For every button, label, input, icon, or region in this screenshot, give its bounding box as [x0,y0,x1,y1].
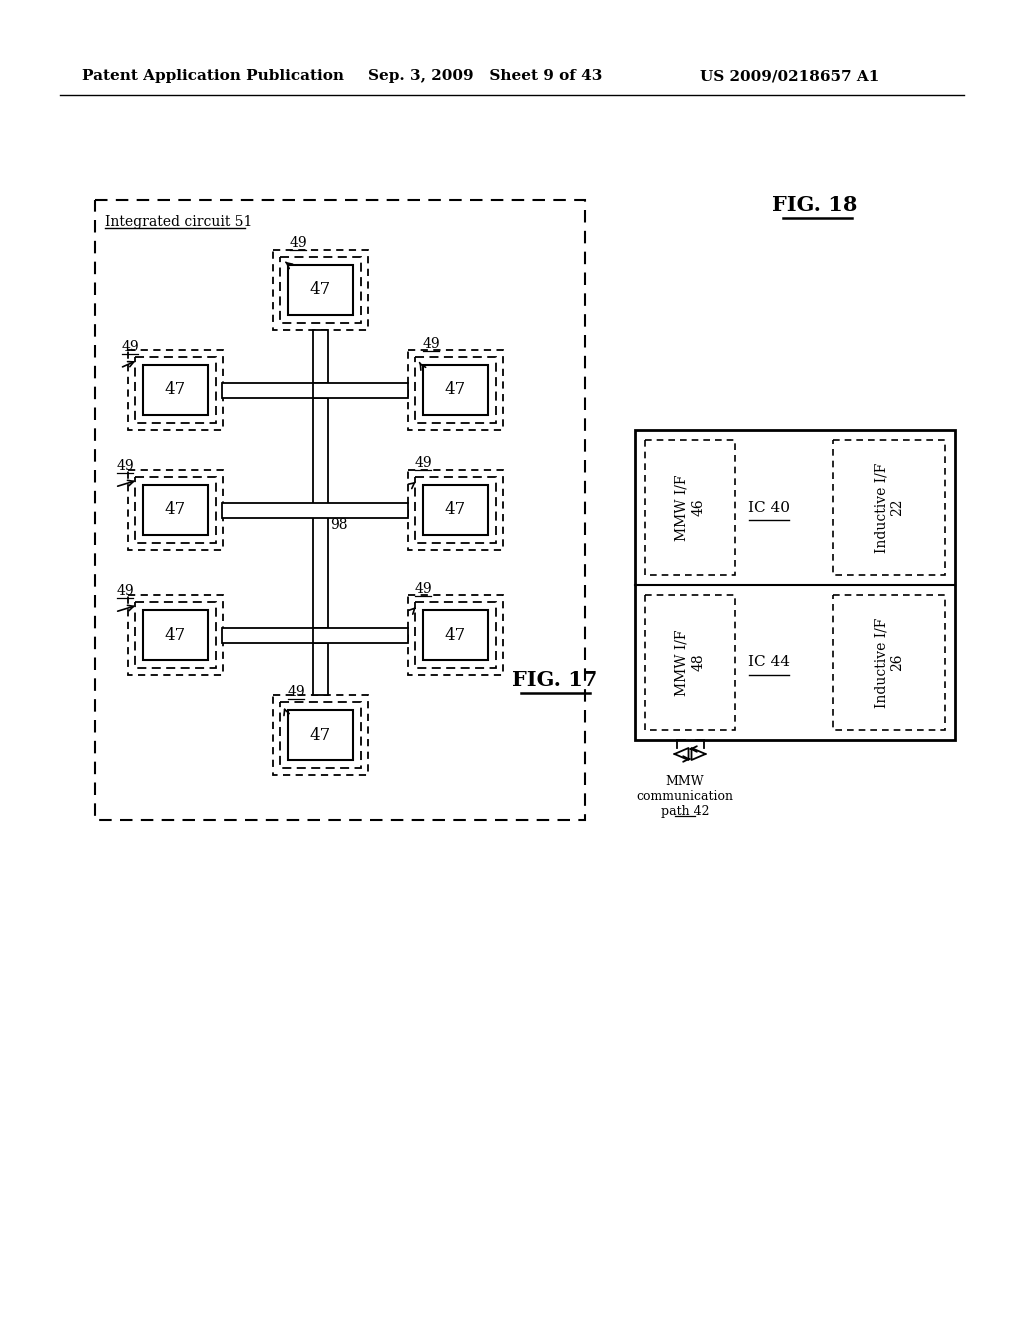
Text: Sep. 3, 2009   Sheet 9 of 43: Sep. 3, 2009 Sheet 9 of 43 [368,69,602,83]
Bar [142,484,208,535]
Bar [645,595,735,730]
Bar [408,470,503,550]
Text: MMW I/F
46: MMW I/F 46 [675,474,706,541]
Bar [408,595,503,675]
Text: MMW I/F
48: MMW I/F 48 [675,630,706,696]
Text: IC 40: IC 40 [749,500,791,515]
Bar [128,350,222,430]
Text: 47: 47 [309,281,331,298]
Bar [288,710,352,760]
Bar [288,265,352,315]
Text: MMW
communication
path 42: MMW communication path 42 [637,775,733,818]
Text: Inductive I/F
22: Inductive I/F 22 [874,462,904,553]
Text: 47: 47 [165,627,185,644]
Text: 47: 47 [165,502,185,519]
Bar [222,503,408,517]
Text: 49: 49 [122,341,139,354]
Bar [134,356,215,422]
Bar [423,484,487,535]
Bar [313,383,408,397]
Bar [95,201,585,820]
Bar [408,350,503,430]
Bar [142,610,208,660]
Text: 49: 49 [288,685,305,700]
Text: 49: 49 [415,455,432,470]
Bar [834,440,945,576]
Text: 47: 47 [444,381,466,399]
Text: 49: 49 [290,236,307,249]
Bar [142,366,208,414]
Bar [415,602,496,668]
Text: FIG. 18: FIG. 18 [772,195,858,215]
Bar [280,257,360,323]
Bar [635,430,955,741]
Bar [222,383,327,397]
Text: 49: 49 [423,337,440,351]
Text: Inductive I/F
26: Inductive I/F 26 [874,618,904,708]
Bar [272,249,368,330]
Text: 47: 47 [165,381,185,399]
Bar [272,696,368,775]
Text: 49: 49 [117,459,134,473]
Bar [423,366,487,414]
Bar [222,627,327,643]
Text: Patent Application Publication: Patent Application Publication [82,69,344,83]
Bar [415,477,496,543]
Bar [134,477,215,543]
Bar [834,595,945,730]
Bar [128,595,222,675]
Bar [280,702,360,768]
Bar [134,602,215,668]
Text: 49: 49 [117,583,134,598]
Bar [423,610,487,660]
Text: Integrated circuit 51: Integrated circuit 51 [105,215,252,228]
Text: IC 44: IC 44 [749,656,791,669]
Text: 49: 49 [415,582,432,597]
Bar [313,627,408,643]
Bar [312,330,328,696]
Text: FIG. 17: FIG. 17 [512,671,598,690]
Text: US 2009/0218657 A1: US 2009/0218657 A1 [700,69,880,83]
Text: 98: 98 [330,517,347,532]
Bar [415,356,496,422]
Bar [128,470,222,550]
Bar [645,440,735,576]
Text: 47: 47 [309,726,331,743]
Text: 47: 47 [444,627,466,644]
Text: 47: 47 [444,502,466,519]
